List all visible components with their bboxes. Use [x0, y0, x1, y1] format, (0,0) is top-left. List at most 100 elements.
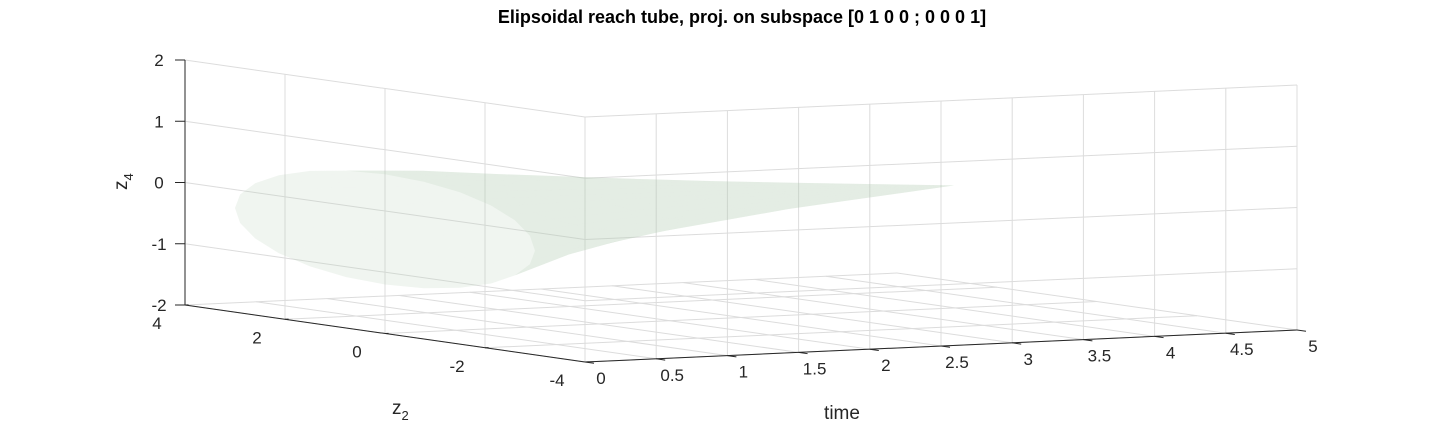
surface-patch [669, 208, 756, 221]
z-axis-label-sub: 4 [121, 173, 136, 180]
surface-patch [899, 185, 955, 191]
y-axis-label-sub: 2 [402, 408, 409, 423]
surface-patch [391, 170, 499, 175]
surface-patch [741, 183, 822, 187]
z4-tick-label: -1 [151, 235, 166, 254]
surface-patch [878, 184, 955, 186]
surface-patch [527, 229, 623, 246]
surface-patch [788, 193, 849, 201]
surface-patch [838, 193, 900, 202]
surface-patch [506, 189, 598, 198]
surface-patch [664, 194, 735, 204]
surface-patch [605, 195, 679, 207]
x-axis-label: time [824, 403, 860, 424]
surface-patch [873, 185, 955, 193]
surface-patch [326, 186, 422, 199]
surface-patch [594, 188, 688, 195]
surface-patch [417, 191, 510, 204]
grid-line-floor-z2 [284, 286, 998, 320]
surface-patch [864, 185, 955, 187]
surface-patch [343, 173, 450, 180]
grid-line-sidewall-z4 [184, 243, 586, 302]
surface-patch [514, 246, 582, 276]
time-tick-mark [869, 348, 879, 351]
surface-patch [552, 210, 651, 225]
surface-patch [734, 196, 795, 206]
z2-tick-label: 2 [252, 328, 261, 347]
surface-patch [529, 235, 587, 265]
surface-patch [240, 179, 344, 195]
surface-patch [707, 210, 780, 222]
grid-line-sidewall-z4 [184, 59, 586, 118]
surface-patch [422, 237, 528, 260]
surface-patch [864, 185, 955, 188]
surface-patch [812, 192, 889, 202]
surface-patch [616, 199, 714, 211]
surface-patch [870, 184, 955, 186]
time-tick-mark [1083, 339, 1093, 342]
time-tick-label: 4.5 [1230, 340, 1254, 359]
surface-patch [568, 207, 634, 224]
z4-tick-label: 0 [154, 174, 163, 193]
surface-patch [888, 185, 955, 187]
surface-patch [779, 183, 870, 185]
surface-patch [423, 180, 522, 193]
surface-patch [278, 170, 392, 176]
surface-patch [755, 201, 831, 211]
surface-patch [449, 212, 553, 231]
surface-patch [330, 203, 433, 223]
surface-patch [802, 192, 884, 201]
surface-patch [768, 188, 839, 193]
z2-tick-label: 0 [352, 343, 361, 362]
surface-patch [310, 244, 423, 278]
tick-labels: 0 0.5 1 1.5 2 2.5 3 3.5 4 4.5 5 4 2 0 -2 -4 2 1 0 -1 -2 [151, 51, 1317, 390]
surface-patch [848, 191, 903, 200]
surface-patch [421, 179, 519, 187]
time-tick-label: 1.5 [803, 359, 827, 378]
surface-patch [776, 187, 867, 192]
surface-patch [866, 184, 955, 186]
surface-patch [622, 183, 708, 190]
surface-patch [460, 260, 549, 288]
surface-patch [734, 206, 795, 219]
surface-patch [779, 188, 870, 195]
grid-line-floor-z2 [484, 315, 1198, 349]
surface-patch [896, 185, 955, 190]
surface-patch [622, 203, 688, 217]
surface-patch [785, 182, 874, 185]
surface-patch [802, 183, 884, 185]
surface-patch [794, 197, 850, 207]
surface-patch [518, 200, 617, 213]
time-tick-mark [727, 355, 737, 358]
surface-patch [844, 189, 902, 196]
surface-patch [391, 230, 499, 254]
surface-patch [726, 181, 813, 185]
surface-patch [707, 189, 780, 195]
surface-patch [574, 176, 670, 182]
surface-patch [741, 200, 822, 211]
surface-patch [598, 218, 690, 232]
surface-patch [742, 203, 796, 216]
surface-patch [491, 199, 569, 221]
surface-patch [794, 195, 850, 204]
surface-patch [776, 183, 867, 186]
surface-patch [432, 205, 534, 222]
surface-patch [527, 177, 623, 184]
surface-patch [722, 192, 789, 201]
axes [175, 59, 1307, 364]
z4-tick-label: -2 [151, 296, 166, 315]
surface-patch [555, 182, 645, 190]
surface-patch [521, 244, 606, 264]
surface-patch [255, 173, 365, 184]
time-tick-label: 3 [1023, 350, 1032, 369]
surface-patch [533, 205, 633, 219]
surface-patch [755, 185, 831, 189]
time-tick-label: 1 [739, 363, 748, 382]
time-tick-mark [940, 345, 951, 348]
surface-patch [848, 190, 903, 198]
surface-patch [687, 182, 780, 186]
time-tick-mark [1012, 342, 1022, 345]
surface-patch [838, 188, 900, 194]
surface-patch [506, 185, 598, 191]
